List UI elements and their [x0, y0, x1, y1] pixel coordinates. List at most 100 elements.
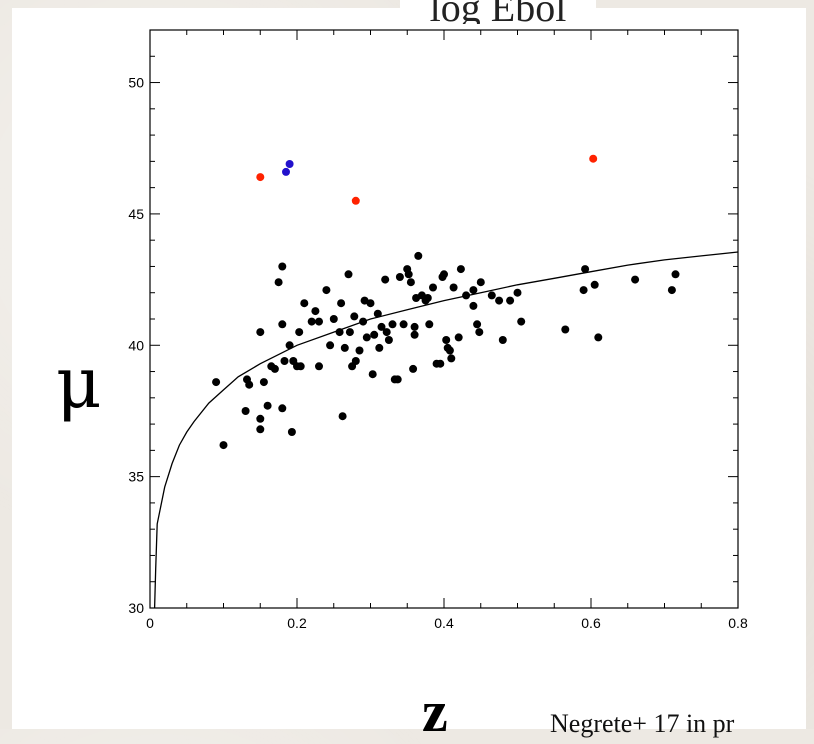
data-point [410, 322, 419, 331]
x-tick-label: 0.8 [728, 615, 748, 631]
data-point [506, 296, 515, 305]
data-point [282, 167, 290, 176]
data-point [381, 275, 390, 284]
data-point [447, 354, 456, 363]
data-point [345, 328, 354, 337]
axis-tick-labels: 0 0.2 0.4 0.6 0.8 30 35 40 45 50 [128, 75, 748, 631]
scatter-chart: 0 0.2 0.4 0.6 0.8 30 35 40 45 50 [128, 29, 748, 631]
data-point [429, 283, 437, 292]
data-point [285, 160, 294, 168]
x-tick-label: 0 [146, 615, 154, 631]
data-point [337, 299, 346, 308]
data-point [315, 317, 323, 326]
data-point [517, 317, 526, 326]
data-point [256, 328, 265, 337]
data-point [513, 288, 522, 297]
data-point [256, 425, 265, 434]
data-point [594, 333, 603, 342]
top-label: log Ebol [400, 0, 596, 24]
data-point [449, 283, 458, 292]
y-tick-label: 35 [128, 469, 144, 485]
data-point [285, 341, 294, 350]
data-point [355, 346, 364, 355]
data-point [395, 273, 404, 281]
data-point [296, 362, 305, 371]
data-point [399, 320, 408, 329]
x-tick-label: 0.4 [434, 615, 454, 631]
data-point [315, 362, 323, 371]
data-point [350, 312, 359, 321]
data-point [581, 265, 590, 274]
data-point [340, 343, 349, 352]
data-point [375, 343, 384, 352]
data-point [322, 286, 331, 295]
data-point [212, 378, 221, 387]
data-point [425, 320, 434, 329]
data-point [667, 286, 676, 295]
data-point [631, 275, 640, 284]
data-point [377, 322, 386, 331]
data-point [454, 333, 463, 342]
data-point [590, 280, 599, 289]
data-point [241, 407, 250, 415]
data-point [589, 154, 598, 163]
data-point [263, 401, 272, 410]
data-point [359, 317, 368, 326]
data-point [498, 336, 507, 344]
data-point [384, 336, 393, 344]
data-point [338, 412, 347, 421]
data-point [410, 330, 419, 339]
data-point [351, 196, 360, 205]
data-point [445, 346, 454, 355]
data-point [256, 414, 265, 423]
data-point [462, 291, 471, 300]
y-axis-title: μ [56, 342, 102, 424]
data-point [473, 320, 482, 329]
data-point [300, 299, 309, 308]
data-point [274, 278, 283, 287]
data-point [436, 359, 445, 368]
data-point [326, 341, 335, 350]
y-tick-label: 45 [128, 206, 144, 222]
data-point [404, 270, 413, 279]
data-point [344, 270, 353, 279]
data-point [671, 270, 680, 279]
data-point [259, 378, 268, 387]
data-point [329, 315, 338, 323]
y-tick-label: 40 [128, 337, 144, 353]
y-tick-label: 50 [128, 75, 144, 91]
data-point [256, 173, 265, 182]
data-point [278, 404, 287, 413]
data-point [388, 320, 397, 329]
data-point [362, 333, 371, 342]
data-point [351, 357, 360, 365]
data-point [423, 294, 432, 302]
axis-ticks [149, 29, 739, 609]
data-point [406, 278, 415, 287]
data-point [311, 307, 320, 316]
x-tick-label: 0.2 [287, 615, 307, 631]
data-point [487, 291, 496, 300]
data-point [370, 330, 379, 339]
data-point [409, 364, 418, 373]
data-point [307, 317, 316, 326]
data-point [456, 265, 465, 274]
data-point [469, 286, 478, 295]
data-point [368, 370, 377, 379]
data-point [278, 320, 287, 329]
data-point [373, 309, 382, 318]
data-point [335, 328, 344, 337]
data-point [219, 441, 228, 450]
data-point [287, 428, 296, 436]
data-point [270, 364, 279, 373]
data-point [469, 301, 478, 310]
x-tick-label: 0.6 [581, 615, 601, 631]
data-point [295, 328, 304, 337]
data-point [414, 251, 423, 260]
data-point [280, 357, 289, 365]
data-point [366, 299, 375, 308]
data-point [393, 375, 402, 384]
data-points [212, 154, 680, 450]
data-point [579, 286, 588, 295]
data-point [442, 336, 451, 344]
